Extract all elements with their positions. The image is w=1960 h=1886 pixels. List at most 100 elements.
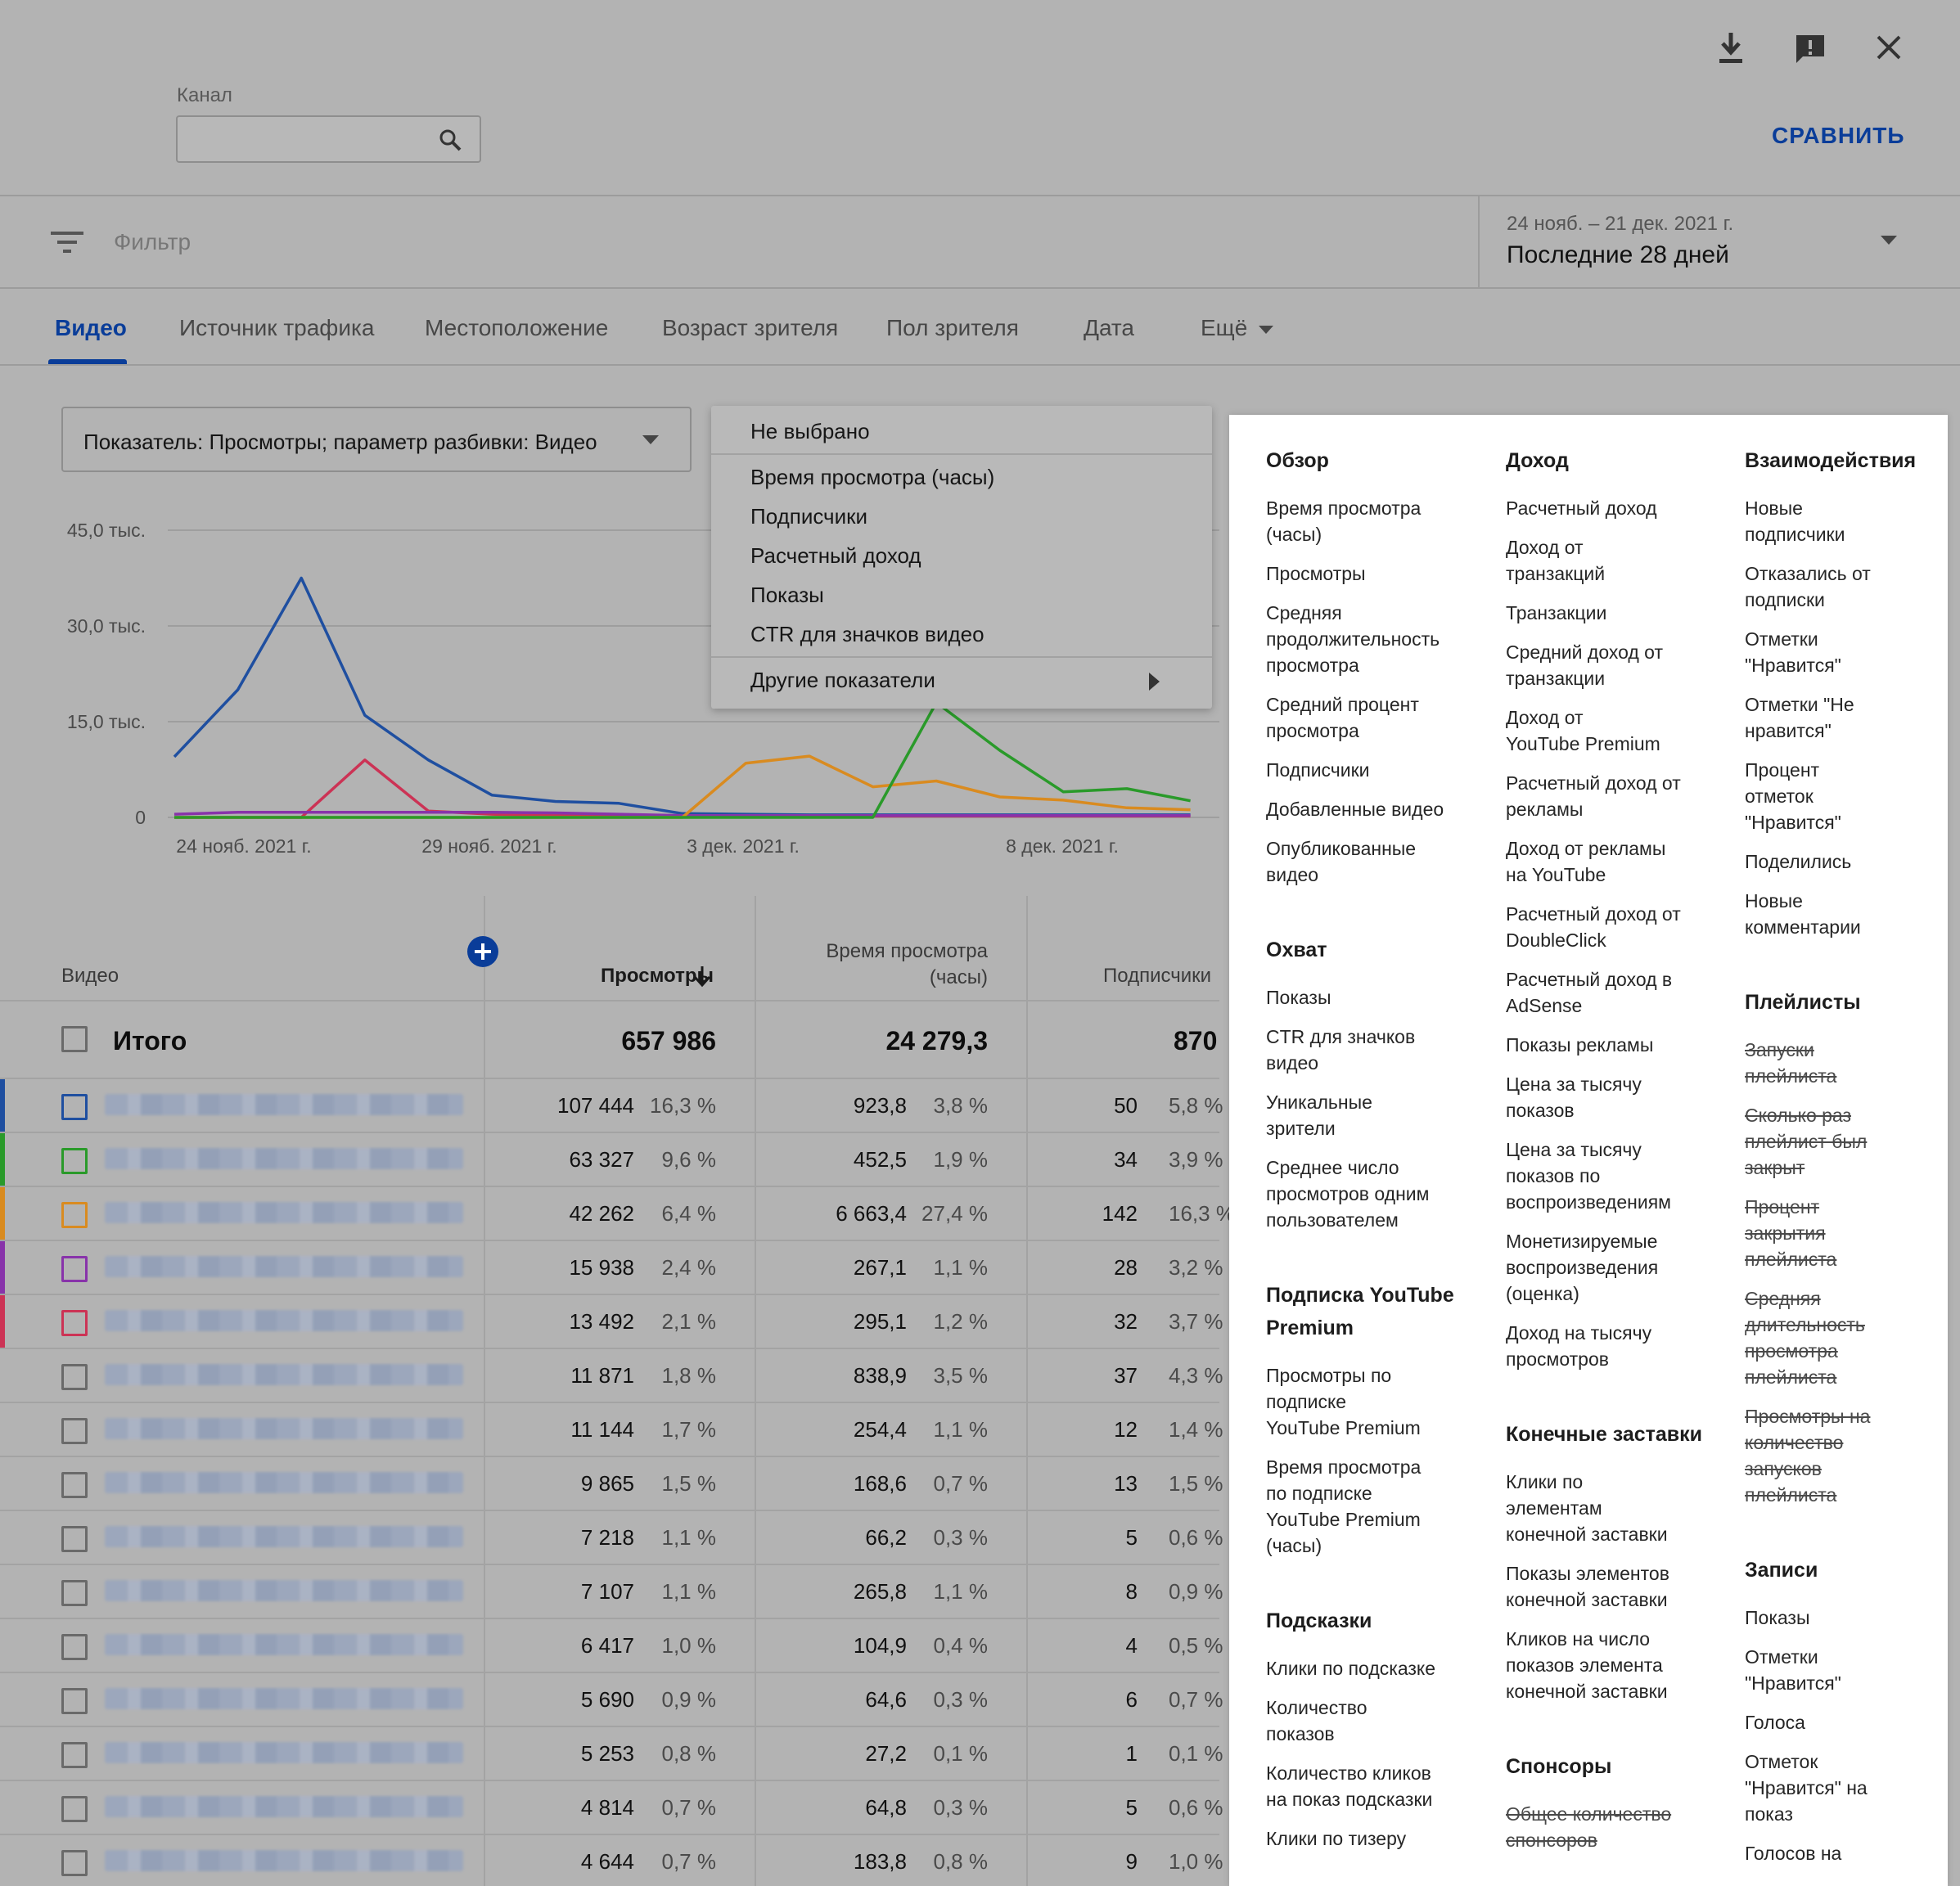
metric-option[interactable]: Показы xyxy=(1745,1607,1810,1628)
metric-option[interactable]: Доход на тысячу просмотров xyxy=(1506,1322,1652,1370)
metric-option[interactable]: Клики по элементам конечной заставки xyxy=(1506,1471,1668,1545)
metric-option[interactable]: Доход от YouTube Premium xyxy=(1506,707,1660,754)
row-checkbox[interactable] xyxy=(61,1094,88,1120)
metric-option[interactable]: Расчетный доход от DoubleClick xyxy=(1506,903,1681,951)
video-title-blurred[interactable] xyxy=(105,1580,463,1601)
table-row[interactable]: 6 417 1,0 % 104,9 0,4 % 4 0,5 % xyxy=(0,1619,1223,1673)
menu-item-impressions[interactable]: Показы xyxy=(750,583,824,607)
menu-item-ctr[interactable]: CTR для значков видео xyxy=(750,622,985,646)
metric-selector[interactable]: Показатель: Просмотры; параметр разбивки… xyxy=(61,407,692,472)
metric-option[interactable]: Показы элементов конечной заставки xyxy=(1506,1563,1669,1610)
metric-option[interactable]: Просмотры xyxy=(1266,563,1366,584)
table-row[interactable]: 107 444 16,3 % 923,8 3,8 % 50 5,8 % xyxy=(0,1079,1223,1133)
column-header-watch-time[interactable]: Время просмотра (часы) xyxy=(826,940,988,988)
channel-search-input[interactable] xyxy=(176,115,481,163)
row-checkbox[interactable] xyxy=(61,1580,88,1606)
table-row[interactable]: 11 144 1,7 % 254,4 1,1 % 12 1,4 % xyxy=(0,1403,1223,1457)
filter-input[interactable]: Фильтр xyxy=(114,229,191,254)
video-title-blurred[interactable] xyxy=(105,1472,463,1493)
video-title-blurred[interactable] xyxy=(105,1148,463,1169)
metric-option[interactable]: Голосов на xyxy=(1745,1843,1842,1864)
sort-down-icon[interactable] xyxy=(692,965,712,988)
metric-option[interactable]: Кликов на число показов элемента конечно… xyxy=(1506,1628,1668,1702)
add-column-icon[interactable] xyxy=(466,935,499,968)
metric-option[interactable]: Транзакции xyxy=(1506,602,1607,623)
feedback-icon[interactable] xyxy=(1794,33,1827,65)
metric-option[interactable]: Монетизируемые воспроизведения (оценка) xyxy=(1506,1231,1659,1304)
metric-option[interactable]: Клики по тизеру xyxy=(1266,1828,1407,1849)
metric-option[interactable]: Отметок "Нравится" на показ xyxy=(1745,1751,1868,1825)
row-checkbox[interactable] xyxy=(61,1526,88,1552)
table-row[interactable]: 7 218 1,1 % 66,2 0,3 % 5 0,6 % xyxy=(0,1511,1223,1565)
metric-option[interactable]: Отметки "Не нравится" xyxy=(1745,694,1854,741)
video-title-blurred[interactable] xyxy=(105,1850,463,1871)
metric-option[interactable]: Расчетный доход в AdSense xyxy=(1506,969,1673,1016)
metric-option[interactable]: Средняя продолжительность просмотра xyxy=(1266,602,1440,676)
table-row[interactable]: 11 871 1,8 % 838,9 3,5 % 37 4,3 % xyxy=(0,1349,1223,1403)
table-row[interactable]: 7 107 1,1 % 265,8 1,1 % 8 0,9 % xyxy=(0,1565,1223,1619)
tab-traffic-source[interactable]: Источник трафика xyxy=(179,315,375,340)
table-row[interactable]: 5 253 0,8 % 27,2 0,1 % 1 0,1 % xyxy=(0,1727,1223,1781)
video-title-blurred[interactable] xyxy=(105,1688,463,1709)
video-title-blurred[interactable] xyxy=(105,1634,463,1655)
metric-option[interactable]: Среднее число просмотров одним пользоват… xyxy=(1266,1157,1430,1231)
row-checkbox[interactable] xyxy=(61,1850,88,1876)
metric-option[interactable]: Голоса xyxy=(1745,1712,1805,1733)
menu-item-subscribers[interactable]: Подписчики xyxy=(750,504,868,529)
row-checkbox[interactable] xyxy=(61,1256,88,1282)
menu-item-none[interactable]: Не выбрано xyxy=(750,419,870,443)
table-row[interactable]: 4 814 0,7 % 64,8 0,3 % 5 0,6 % xyxy=(0,1781,1223,1835)
metric-option[interactable]: Средний доход от транзакции xyxy=(1506,641,1664,689)
video-title-blurred[interactable] xyxy=(105,1310,463,1331)
video-title-blurred[interactable] xyxy=(105,1526,463,1547)
search-icon[interactable] xyxy=(438,128,462,152)
row-checkbox[interactable] xyxy=(61,1418,88,1444)
table-row[interactable]: 13 492 2,1 % 295,1 1,2 % 32 3,7 % xyxy=(0,1295,1223,1349)
table-row[interactable]: 4 644 0,7 % 183,8 0,8 % 9 1,0 % xyxy=(0,1835,1223,1886)
menu-item-revenue[interactable]: Расчетный доход xyxy=(750,543,921,568)
metric-option[interactable]: Отметки "Нравится" xyxy=(1745,628,1841,676)
metric-option[interactable]: Расчетный доход от рекламы xyxy=(1506,772,1681,820)
video-title-blurred[interactable] xyxy=(105,1796,463,1817)
menu-item-other-metrics[interactable]: Другие показатели xyxy=(750,668,935,692)
metric-option[interactable]: Цена за тысячу показов xyxy=(1506,1074,1642,1121)
metric-option[interactable]: Клики по подсказке xyxy=(1266,1658,1436,1679)
metric-option[interactable]: Количество показов xyxy=(1266,1697,1367,1744)
metric-option[interactable]: CTR для значков видео xyxy=(1266,1026,1416,1074)
row-checkbox[interactable] xyxy=(61,1202,88,1228)
metric-option[interactable]: Время просмотра (часы) xyxy=(1266,497,1422,545)
metric-option[interactable]: Подписчики xyxy=(1266,759,1370,781)
row-checkbox[interactable] xyxy=(61,1310,88,1336)
metric-option[interactable]: Опубликованные видео xyxy=(1266,838,1417,885)
metric-option[interactable]: Показы рекламы xyxy=(1506,1034,1654,1056)
menu-item-watch-time[interactable]: Время просмотра (часы) xyxy=(750,465,995,489)
close-icon[interactable] xyxy=(1876,34,1902,61)
row-checkbox[interactable] xyxy=(61,1688,88,1714)
table-row[interactable]: 15 938 2,4 % 267,1 1,1 % 28 3,2 % xyxy=(0,1241,1223,1295)
video-title-blurred[interactable] xyxy=(105,1202,463,1223)
metric-option[interactable]: Доход от транзакций xyxy=(1506,537,1606,584)
video-title-blurred[interactable] xyxy=(105,1094,463,1115)
metric-option[interactable]: Цена за тысячу показов по воспроизведени… xyxy=(1506,1139,1671,1213)
metric-option[interactable]: Количество кликов на показ подсказки xyxy=(1266,1762,1433,1810)
column-header-video[interactable]: Видео xyxy=(61,965,119,987)
table-row[interactable]: 9 865 1,5 % 168,6 0,7 % 13 1,5 % xyxy=(0,1457,1223,1511)
table-row[interactable]: 63 327 9,6 % 452,5 1,9 % 34 3,9 % xyxy=(0,1133,1223,1187)
download-icon[interactable] xyxy=(1716,31,1746,65)
filter-icon[interactable] xyxy=(51,230,83,254)
tab-geography[interactable]: Местоположение xyxy=(425,315,609,340)
row-checkbox[interactable] xyxy=(61,1364,88,1390)
metric-option[interactable]: Средний процент просмотра xyxy=(1266,694,1419,741)
video-title-blurred[interactable] xyxy=(105,1418,463,1439)
video-title-blurred[interactable] xyxy=(105,1742,463,1763)
tab-date[interactable]: Дата xyxy=(1084,315,1135,340)
metric-option[interactable]: Просмотры по подписке YouTube Premium xyxy=(1266,1365,1421,1438)
tab-viewer-gender[interactable]: Пол зрителя xyxy=(886,315,1019,340)
row-checkbox[interactable] xyxy=(61,1148,88,1174)
tab-viewer-age[interactable]: Возраст зрителя xyxy=(662,315,839,340)
metric-option[interactable]: Поделились xyxy=(1745,851,1852,872)
row-checkbox[interactable] xyxy=(61,1796,88,1822)
video-title-blurred[interactable] xyxy=(105,1364,463,1385)
column-header-views[interactable]: Просмотры xyxy=(600,965,714,987)
table-row[interactable]: 5 690 0,9 % 64,6 0,3 % 6 0,7 % xyxy=(0,1673,1223,1727)
